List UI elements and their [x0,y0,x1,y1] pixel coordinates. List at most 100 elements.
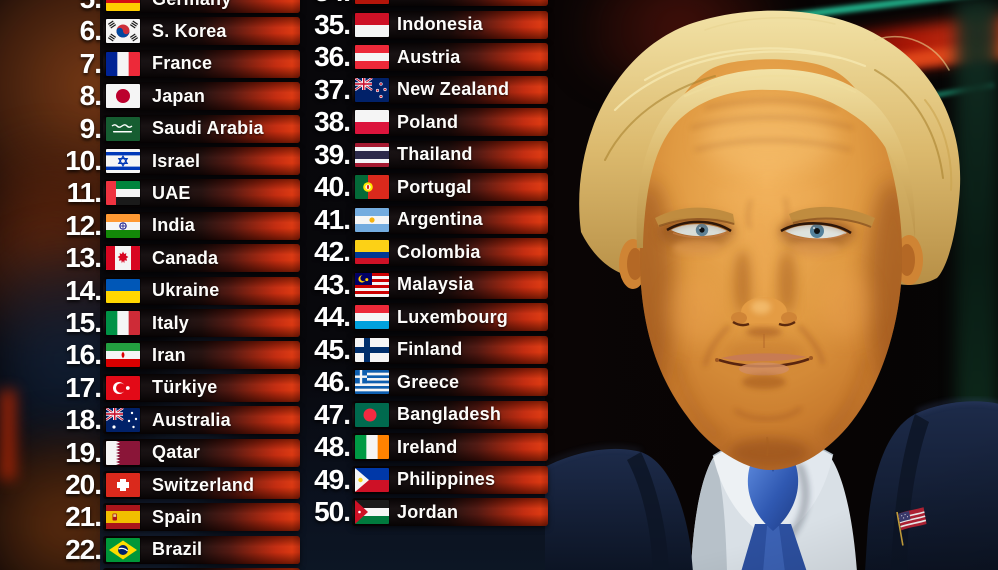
country-label: Türkiye [152,377,218,398]
rank-row-50: 50. Jordan [0,496,998,527]
flag-icon-es [106,505,140,530]
country-label: Israel [152,150,201,171]
rank-number: 40. [314,171,351,202]
flag-icon-partial [355,0,389,4]
country-label: S. Korea [152,20,227,41]
country-label: UAE [152,182,191,203]
country-label: New Zealand [397,79,510,99]
flag-icon-my [355,272,389,297]
country-label: Thailand [397,144,473,164]
rank-row-36: 36. Austria [0,41,998,72]
rank-row-37: 37. New Zealand [0,74,998,105]
rank-number: 36. [314,41,351,72]
country-pill: Luxembourg [352,303,548,331]
rank-number: 43. [314,268,351,300]
rank-row-48: 48. Ireland [0,431,998,462]
country-label: Brazil [152,539,203,560]
rank-row-34: 34. [0,0,998,7]
country-label: Ukraine [152,280,220,301]
country-label: Luxembourg [397,306,509,327]
country-label: Japan [152,85,206,106]
rank-number: 50. [314,496,351,527]
rank-row-42: 42. Colombia [0,236,998,267]
country-label: Switzerland [152,474,255,495]
country-label: Malaysia [397,274,474,294]
flag-icon-at [355,45,389,69]
flag-icon-it [106,311,140,335]
country-label: Indonesia [397,14,483,34]
country-pill: Austria [352,43,548,71]
country-pill: Philippines [352,465,548,494]
country-pill: New Zealand [352,75,548,104]
country-label: Spain [152,506,203,527]
flag-icon-ua [106,278,140,303]
rank-number: 47. [314,398,351,430]
rank-number: 34. [280,0,351,7]
country-pill: Greece [352,368,548,396]
rank-row-39: 39. Thailand [0,138,998,170]
flag-icon-ar [355,207,389,232]
flag-icon-gr [355,370,389,394]
rank-number: 44. [314,301,351,332]
rank-row-43: 43. Malaysia [0,268,998,300]
rank-row-46: 46. Greece [0,366,998,397]
rank-number: 35. [314,8,351,40]
rank-number: 41. [314,203,351,235]
country-pill: Portugal [352,173,548,201]
rank-row-35: 35. Indonesia [0,8,998,40]
country-pill: Jordan [352,498,548,526]
flag-icon-ph [355,467,389,492]
rank-number: 42. [314,236,351,267]
rank-row-47: 47. Bangladesh [0,398,998,430]
country-label: Philippines [397,469,496,489]
flag-icon-de [106,0,140,11]
country-label: Colombia [397,241,481,262]
rank-row-44: 44. Luxembourg [0,301,998,332]
flag-icon-in [106,213,140,238]
country-pill: Ireland [352,433,548,461]
country-label: Austria [397,46,461,67]
flag-icon-lu [355,305,389,329]
flag-icon-ca [106,246,140,271]
rank-row-41: 41. Argentina [0,203,998,235]
rank-row-45: 45. Finland [0,334,998,365]
country-label: Qatar [152,442,201,463]
rank-number: 38. [314,106,351,137]
flag-icon-th [355,142,389,167]
rank-number: 22. [65,533,102,565]
rank-number: 39. [314,138,351,170]
country-label: Germany [152,0,231,13]
flag-icon-jp [106,84,140,109]
flag-icon-kr [106,19,140,44]
country-pill: Poland [352,108,548,136]
flag-icon-fi [355,337,389,362]
flag-icon-qa [106,440,140,465]
flag-icon-ch [106,473,140,497]
country-label: Australia [152,409,231,430]
country-pill: Bangladesh [352,400,548,429]
flag-icon-pt [355,175,389,199]
flag-icon-sa [106,116,140,141]
flag-icon-jo [355,500,389,524]
country-label: Argentina [397,209,483,229]
flag-icon-fr [106,51,140,76]
country-label: Jordan [397,501,459,522]
country-label: Portugal [397,176,472,197]
country-pill: Colombia [352,238,548,266]
country-label: Finland [397,339,463,359]
country-label: Greece [397,371,460,392]
country-label: Poland [397,111,459,132]
flag-icon-au [106,408,140,433]
country-pill: Finland [352,335,548,364]
country-pill: Thailand [352,140,548,169]
rank-row-40: 40. Portugal [0,171,998,202]
country-label: India [152,215,196,236]
flag-icon-bd [355,402,389,427]
rank-number: 48. [314,431,351,462]
rank-number: 46. [314,366,351,397]
country-label: Bangladesh [397,404,502,424]
flag-icon-br [106,537,140,562]
flag-icon-ae [106,181,140,206]
flag-icon-ie [355,435,389,459]
flag-icon-tr [106,375,140,400]
